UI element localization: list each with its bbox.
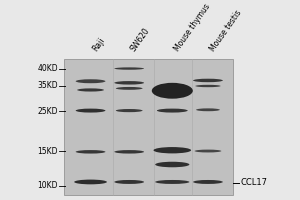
- Text: CCL17: CCL17: [241, 178, 268, 187]
- Text: 10KD: 10KD: [38, 181, 58, 190]
- Ellipse shape: [74, 180, 107, 184]
- Ellipse shape: [114, 150, 144, 154]
- Ellipse shape: [76, 150, 105, 154]
- Bar: [64, 59, 233, 195]
- Text: 40KD: 40KD: [37, 64, 58, 73]
- Ellipse shape: [195, 150, 221, 152]
- Ellipse shape: [155, 162, 189, 167]
- Ellipse shape: [114, 81, 144, 85]
- Ellipse shape: [114, 67, 144, 70]
- Ellipse shape: [196, 108, 220, 111]
- Ellipse shape: [193, 79, 223, 82]
- Ellipse shape: [157, 109, 188, 113]
- Text: SW620: SW620: [129, 26, 152, 53]
- Text: Raji: Raji: [91, 36, 106, 53]
- Ellipse shape: [116, 87, 142, 90]
- Ellipse shape: [154, 147, 191, 153]
- Ellipse shape: [77, 88, 104, 92]
- Text: 15KD: 15KD: [38, 147, 58, 156]
- Ellipse shape: [152, 83, 193, 99]
- Ellipse shape: [195, 85, 220, 87]
- Text: Mouse thymus: Mouse thymus: [172, 2, 212, 53]
- Text: 25KD: 25KD: [38, 107, 58, 116]
- Text: 35KD: 35KD: [37, 81, 58, 90]
- Ellipse shape: [114, 180, 144, 184]
- Ellipse shape: [193, 180, 223, 184]
- Ellipse shape: [76, 79, 105, 83]
- Text: Mouse testis: Mouse testis: [208, 8, 243, 53]
- Ellipse shape: [155, 180, 189, 184]
- Ellipse shape: [116, 109, 142, 112]
- Ellipse shape: [76, 109, 105, 113]
